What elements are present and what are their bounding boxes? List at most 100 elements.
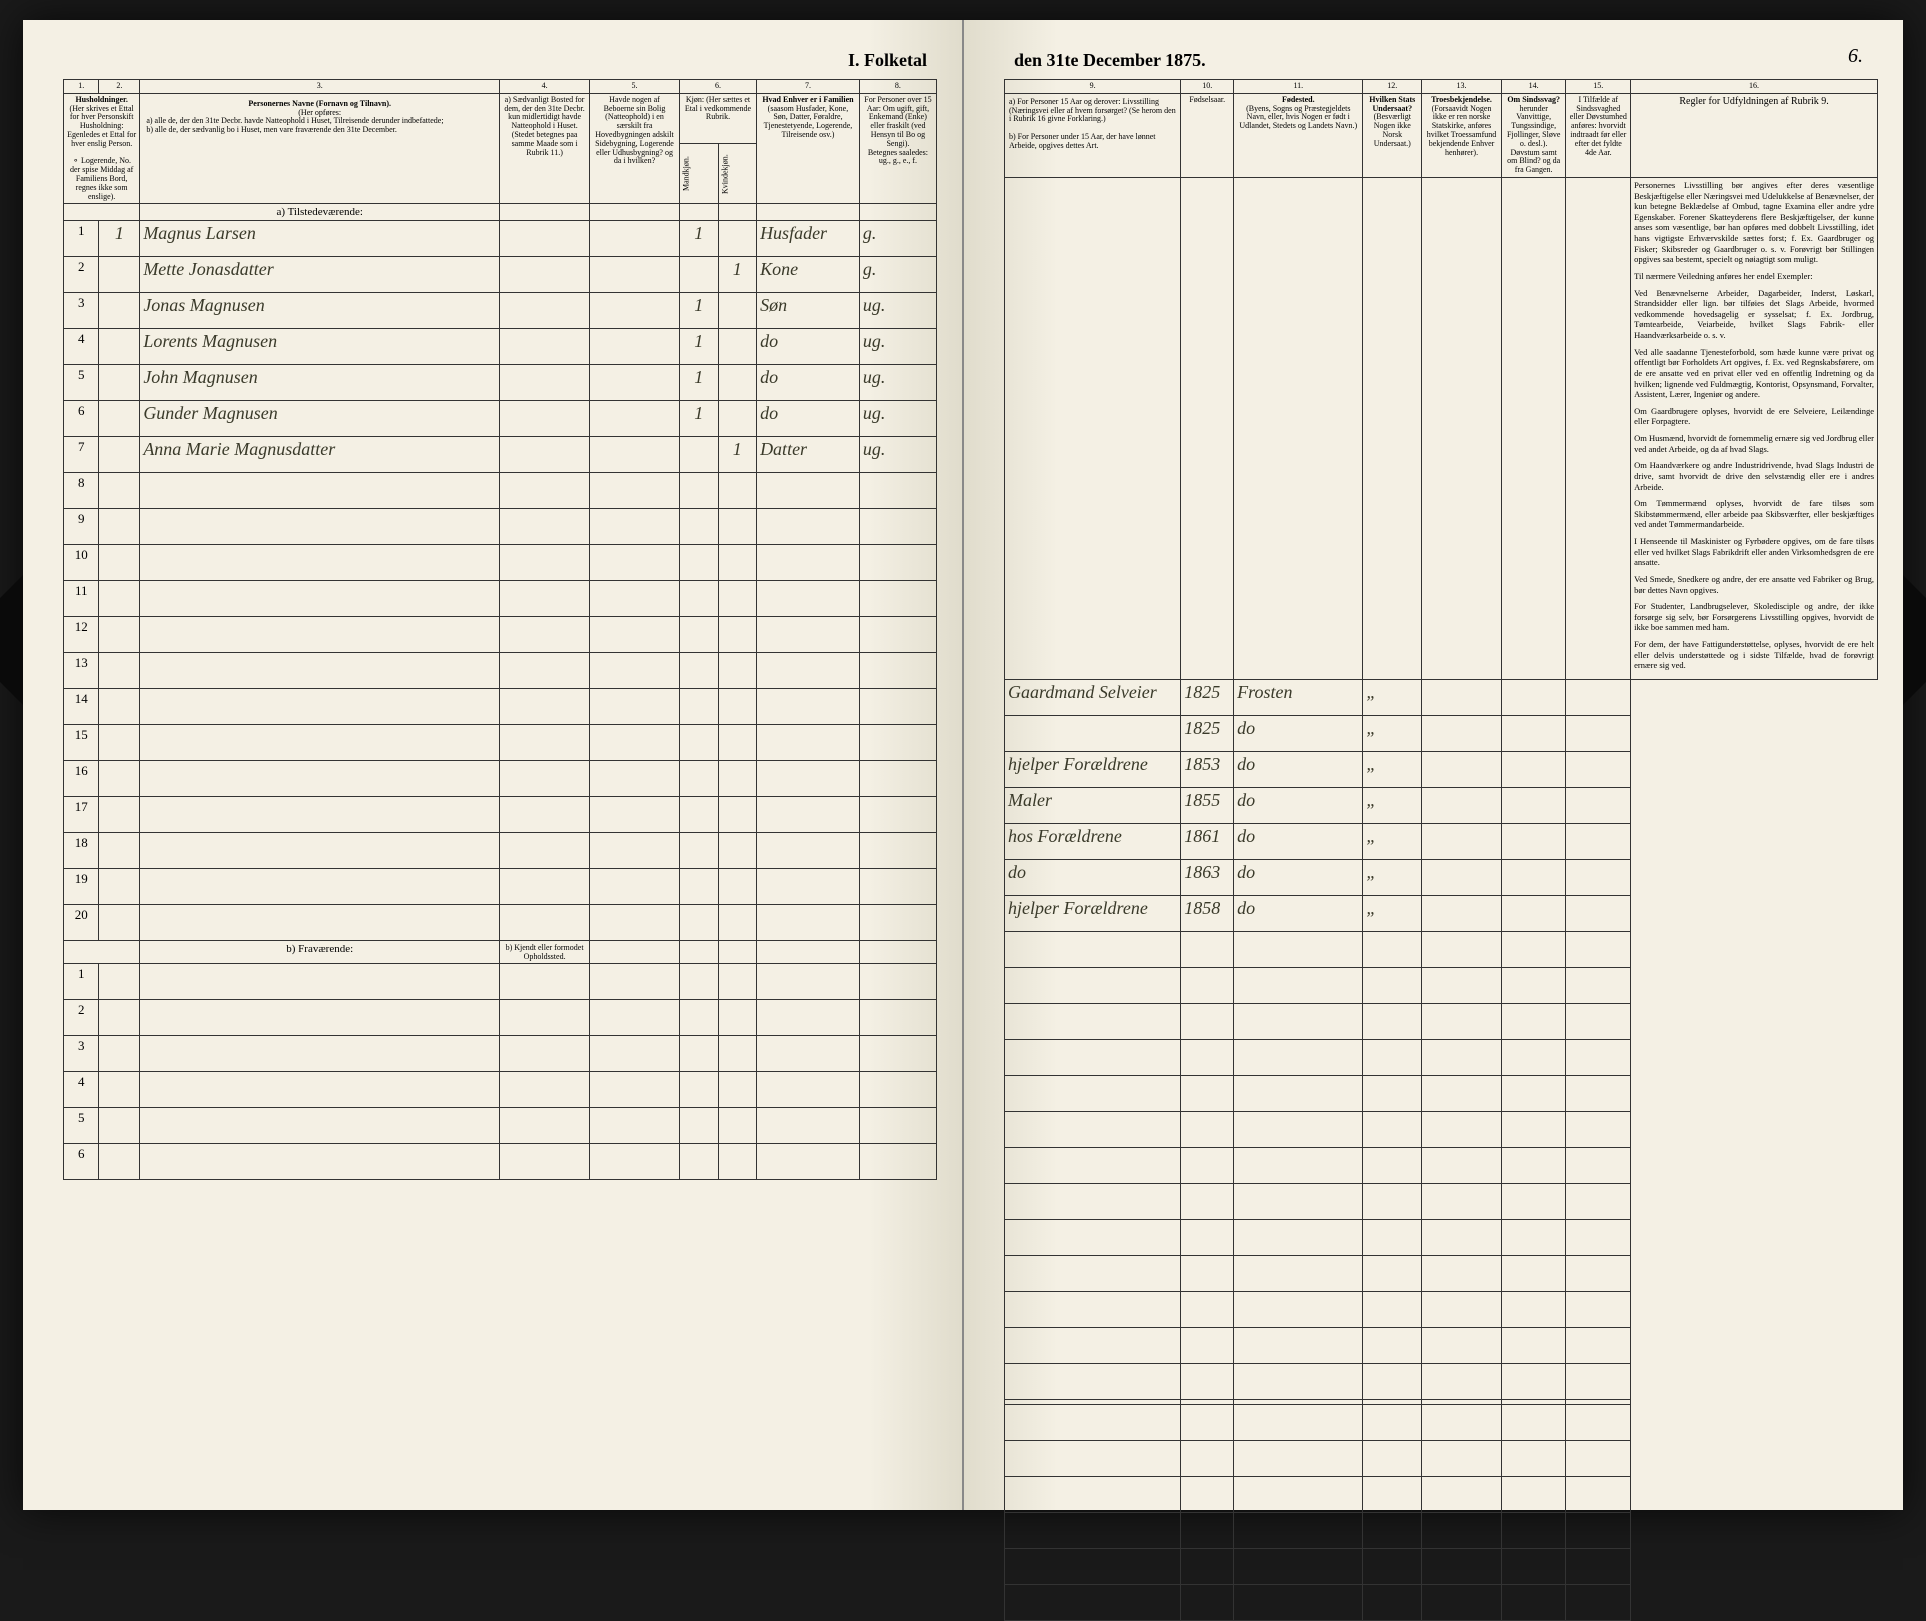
table-row-empty	[1005, 1003, 1878, 1039]
table-row-empty	[1005, 1255, 1878, 1291]
person-name: Jonas Magnusen	[140, 293, 500, 329]
table-row-empty	[1005, 1291, 1878, 1327]
instruction-paragraph: Om Husmænd, hvorvidt de fornemmelig ernæ…	[1634, 433, 1874, 454]
birth-year: 1861	[1181, 823, 1234, 859]
disability	[1501, 823, 1566, 859]
h12-t: Hvilken Stats Undersaat?	[1369, 95, 1415, 113]
occupation: Gaardmand Selveier	[1005, 679, 1181, 715]
right-page: 6. den 31te December 1875. 9. 10. 11. 12…	[964, 20, 1903, 1510]
page-number: 6.	[1848, 45, 1863, 68]
table-row-empty	[1005, 1075, 1878, 1111]
col-11: 11.	[1234, 80, 1363, 94]
cell-c5	[590, 257, 680, 293]
col-5: 5.	[590, 80, 680, 94]
birth-year: 1863	[1181, 859, 1234, 895]
table-row: 4Lorents Magnusen1doug.	[64, 329, 937, 365]
person-name: Magnus Larsen	[140, 221, 500, 257]
table-row-empty	[1005, 1327, 1878, 1363]
table-row-absent: 5	[64, 1108, 937, 1144]
faith	[1422, 823, 1502, 859]
birth-year: 1858	[1181, 895, 1234, 931]
sex-m	[679, 257, 718, 293]
relation: Søn	[757, 293, 860, 329]
disability	[1501, 751, 1566, 787]
faith	[1422, 679, 1502, 715]
birthplace: do	[1234, 823, 1363, 859]
h3: Personernes Navne (Fornavn og Tilnavn). …	[140, 93, 500, 204]
onset	[1566, 715, 1631, 751]
table-row-absent	[1005, 1512, 1878, 1548]
section-absent: b) Fraværende:	[140, 941, 500, 964]
occupation: hjelper Forældrene	[1005, 751, 1181, 787]
table-row: hos Forældrene1861do„	[1005, 823, 1878, 859]
birthplace: do	[1234, 787, 1363, 823]
h14-t: Om Sindssvag?	[1507, 95, 1560, 104]
h3-b: b) alle de, der sædvanlig bo i Huset, me…	[146, 126, 493, 135]
cell-c5	[590, 401, 680, 437]
birthplace: do	[1234, 859, 1363, 895]
h7-t: Hvad Enhver er i Familien	[762, 95, 853, 104]
table-row-absent: 3	[64, 1036, 937, 1072]
citizenship: „	[1363, 859, 1422, 895]
table-row-absent	[1005, 1404, 1878, 1440]
table-row: do1863do„	[1005, 859, 1878, 895]
instruction-paragraph: For dem, der have Fattigunderstøttelse, …	[1634, 639, 1874, 671]
table-row-empty: 15	[64, 725, 937, 761]
h12-s: (Besværligt Nogen ikke Norsk Undersaat.)	[1374, 112, 1411, 147]
marital: g.	[859, 221, 936, 257]
household-num	[99, 365, 140, 401]
h1-title: Husholdninger.	[75, 95, 127, 104]
birth-year: 1825	[1181, 715, 1234, 751]
table-row-empty: 13	[64, 653, 937, 689]
table-row: Maler1855do„	[1005, 787, 1878, 823]
faith	[1422, 787, 1502, 823]
relation: Kone	[757, 257, 860, 293]
absent-col: b) Kjendt eller formodet Opholdssted.	[500, 941, 590, 964]
table-row-empty: 20	[64, 905, 937, 941]
household-num	[99, 293, 140, 329]
onset	[1566, 859, 1631, 895]
sex-k	[718, 365, 757, 401]
instruction-paragraph: Om Haandværkere og andre Industridrivend…	[1634, 460, 1874, 492]
title-right-half: den 31te December 1875.	[1004, 50, 1878, 71]
h6-m: Mandkjøn.	[679, 144, 718, 204]
relation: Husfader	[757, 221, 860, 257]
table-row: 3Jonas Magnusen1Sønug.	[64, 293, 937, 329]
table-row: 7Anna Marie Magnusdatter1Datterug.	[64, 437, 937, 473]
col-16: 16.	[1631, 80, 1878, 94]
table-row: Gaardmand Selveier1825Frosten„	[1005, 679, 1878, 715]
row-number: 3	[64, 293, 99, 329]
col-6: 6.	[679, 80, 756, 94]
ledger-book: I. Folketal 1. 2. 3. 4. 5. 6. 7. 8. Hush…	[23, 20, 1903, 1510]
h4-note: (Stedet betegnes paa samme Maade som i R…	[512, 130, 578, 157]
birthplace: Frosten	[1234, 679, 1363, 715]
h10: Fødselsaar.	[1181, 93, 1234, 177]
table-row-empty	[1005, 967, 1878, 1003]
col-3: 3.	[140, 80, 500, 94]
instruction-paragraph: Om Tømmermænd oplyses, hvorvidt de fare …	[1634, 498, 1874, 530]
instruction-paragraph: Ved alle saadanne Tjenesteforbold, som h…	[1634, 347, 1874, 400]
cell-c5	[590, 293, 680, 329]
col-14: 14.	[1501, 80, 1566, 94]
sex-m: 1	[679, 221, 718, 257]
relation: do	[757, 365, 860, 401]
citizenship: „	[1363, 787, 1422, 823]
relation: Datter	[757, 437, 860, 473]
sex-m	[679, 437, 718, 473]
faith	[1422, 859, 1502, 895]
faith	[1422, 715, 1502, 751]
marital: ug.	[859, 293, 936, 329]
occupation	[1005, 715, 1181, 751]
instruction-paragraph: Om Gaardbrugere oplyses, hvorvidt de ere…	[1634, 406, 1874, 427]
citizenship: „	[1363, 751, 1422, 787]
h1: Husholdninger. (Her skrives et Ettal for…	[64, 93, 140, 204]
h16: Regler for Udfyldningen af Rubrik 9.	[1631, 93, 1878, 177]
table-row-absent	[1005, 1476, 1878, 1512]
table-row: 6Gunder Magnusen1doug.	[64, 401, 937, 437]
cell-c4	[500, 221, 590, 257]
table-row-empty: 8	[64, 473, 937, 509]
col-9: 9.	[1005, 80, 1181, 94]
onset	[1566, 751, 1631, 787]
h6-k: Kvindekjøn.	[718, 144, 757, 204]
col-2: 2.	[99, 80, 140, 94]
